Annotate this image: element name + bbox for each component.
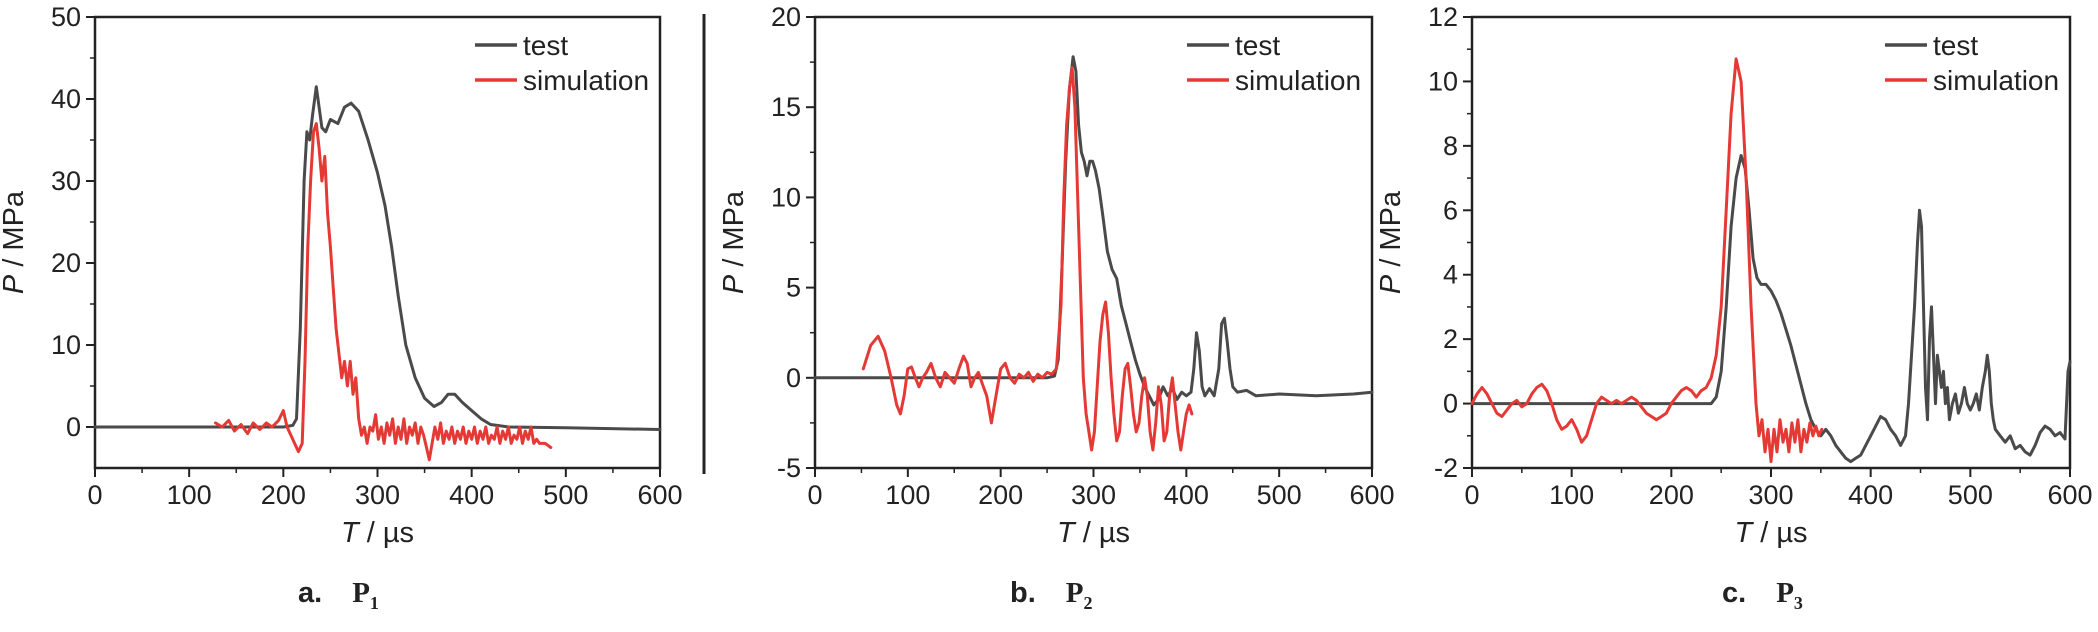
x-tick-label: 300 [1071, 480, 1116, 510]
x-axis-title: T / µs [1057, 517, 1130, 549]
x-tick-label: 600 [2047, 480, 2092, 510]
panel-caption: a. P1 [298, 577, 379, 613]
x-axis-variable: T [1057, 517, 1077, 549]
legend-label-simulation: simulation [523, 65, 649, 96]
y-tick-label: 20 [771, 2, 801, 32]
panel-caption-subscript: 1 [370, 593, 379, 613]
y-tick-label: 12 [1428, 2, 1458, 32]
x-tick-label: 400 [1848, 480, 1893, 510]
series-line-simulation [214, 122, 553, 462]
x-tick-label: 500 [543, 480, 588, 510]
panel-caption-letter: b. [1010, 577, 1036, 609]
x-tick-label: 400 [1164, 480, 1209, 510]
y-axis-title: P / MPa [718, 190, 750, 294]
y-tick-label: 4 [1443, 260, 1458, 290]
panel-caption-letter: c. [1722, 577, 1746, 609]
x-axis-unit: / µs [1752, 517, 1807, 549]
x-tick-label: 600 [637, 480, 682, 510]
series-line-simulation [1470, 57, 1824, 464]
x-tick-label: 300 [1748, 480, 1793, 510]
x-axis-unit: / µs [1075, 517, 1130, 549]
series-line-test [813, 55, 1374, 407]
y-axis-title: P / MPa [1375, 190, 1407, 294]
x-tick-label: 100 [1549, 480, 1594, 510]
x-tick-label: 200 [1649, 480, 1694, 510]
y-axis-variable: P [1375, 274, 1407, 294]
x-tick-label: 0 [87, 480, 102, 510]
y-tick-label: 2 [1443, 324, 1458, 354]
x-axis-variable: T [1734, 517, 1754, 549]
y-axis-title: P / MPa [0, 190, 30, 294]
x-tick-label: 500 [1257, 480, 1302, 510]
x-tick-label: 500 [1948, 480, 1993, 510]
y-tick-label: 10 [51, 330, 81, 360]
y-tick-label: 6 [1443, 195, 1458, 225]
y-tick-label: 10 [1428, 66, 1458, 96]
panel-caption: b. P2 [1010, 577, 1093, 613]
y-axis-unit: / MPa [718, 190, 750, 275]
panel-caption-subscript: 3 [1794, 593, 1803, 613]
legend-label-test: test [1235, 30, 1280, 61]
series-line-simulation [861, 66, 1194, 452]
x-tick-label: 300 [355, 480, 400, 510]
x-tick-label: 400 [449, 480, 494, 510]
series-line-test [93, 85, 662, 431]
panel-caption-name: P [1066, 577, 1084, 609]
panel-caption-name: P [352, 577, 370, 609]
y-tick-label: -2 [1434, 453, 1458, 483]
series-line-test [1470, 154, 2072, 464]
x-axis-title: T / µs [341, 517, 414, 549]
panel-caption-name: P [1776, 577, 1794, 609]
y-tick-label: 10 [771, 182, 801, 212]
chart-panel-a: 0 100 200 300 400 500 600 0 10 20 30 40 50 T / µs P / … [0, 2, 683, 613]
y-axis-unit: / MPa [0, 190, 30, 275]
x-axis-title: T / µs [1734, 517, 1807, 549]
y-tick-label: 50 [51, 2, 81, 32]
legend-label-simulation: simulation [1933, 65, 2059, 96]
x-tick-label: 600 [1349, 480, 1394, 510]
legend-label-test: test [523, 30, 568, 61]
y-tick-label: 8 [1443, 131, 1458, 161]
x-tick-label: 0 [1464, 480, 1479, 510]
y-tick-label: 0 [66, 412, 81, 442]
x-tick-label: 100 [167, 480, 212, 510]
legend-label-test: test [1933, 30, 1978, 61]
y-tick-label: 0 [786, 363, 801, 393]
x-tick-label: 200 [261, 480, 306, 510]
y-tick-label: 30 [51, 166, 81, 196]
y-tick-label: 5 [786, 273, 801, 303]
x-axis-unit: / µs [359, 517, 414, 549]
legend-label-simulation: simulation [1235, 65, 1361, 96]
x-axis-variable: T [341, 517, 361, 549]
y-axis-variable: P [718, 274, 750, 294]
x-tick-label: 100 [885, 480, 930, 510]
panel-caption-letter: a. [298, 577, 322, 609]
y-axis-variable: P [0, 274, 30, 294]
y-tick-label: 15 [771, 92, 801, 122]
y-tick-label: 40 [51, 84, 81, 114]
y-axis-unit: / MPa [1375, 190, 1407, 275]
panel-caption: c. P3 [1722, 577, 1803, 613]
x-tick-label: 0 [807, 480, 822, 510]
y-tick-label: 0 [1443, 389, 1458, 419]
panel-caption-subscript: 2 [1084, 593, 1093, 613]
x-tick-label: 200 [978, 480, 1023, 510]
y-tick-label: 20 [51, 248, 81, 278]
y-tick-label: -5 [777, 453, 801, 483]
